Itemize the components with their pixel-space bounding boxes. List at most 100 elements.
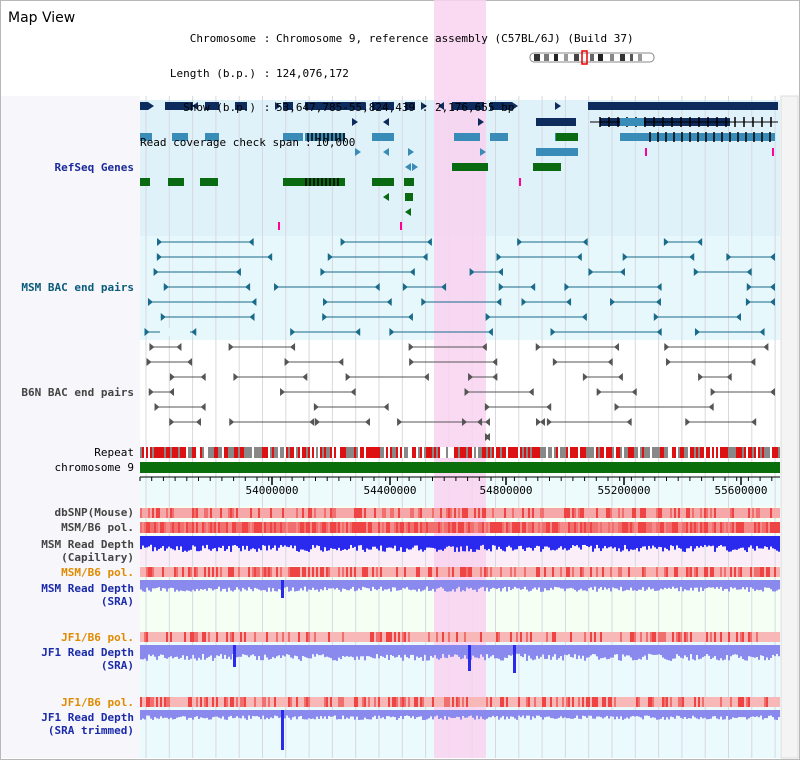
depth-bar [318, 710, 320, 719]
depth-bar [300, 536, 302, 550]
pol-cell [360, 567, 362, 577]
depth-bar [202, 536, 204, 546]
depth-bar [474, 645, 476, 658]
depth-bar [586, 580, 588, 592]
pol-cell [180, 508, 182, 518]
jf1-read-depth-sra-label[interactable]: JF1 Read Depth (SRA) [41, 646, 134, 672]
pol-cell [634, 508, 636, 518]
msm-b6-pol-label[interactable]: MSM/B6 pol. [61, 521, 134, 534]
depth-bar [286, 710, 288, 716]
pol-cell [460, 632, 462, 642]
pol-cell [236, 508, 238, 518]
depth-bar [386, 645, 388, 655]
pol-cell [568, 508, 570, 518]
depth-bar [620, 536, 622, 552]
depth-bar [260, 645, 262, 661]
msm-read-depth-sra-label[interactable]: MSM Read Depth (SRA) [41, 582, 134, 608]
bac-end [751, 418, 757, 426]
jf1-b6-pol-label[interactable]: JF1/B6 pol. [61, 631, 134, 644]
bac-end [485, 313, 491, 321]
pol-cell [272, 508, 274, 518]
pol-cell [542, 567, 544, 577]
pol-cell [344, 567, 346, 577]
pol-cell [358, 522, 360, 533]
depth-bar [450, 536, 452, 547]
depth-bar [462, 645, 464, 659]
depth-bar [158, 536, 160, 550]
pol-cell [666, 567, 668, 577]
msm-read-depth-capillary-label[interactable]: MSM Read Depth (Capillary) [41, 538, 134, 564]
depth-bar [482, 536, 484, 545]
depth-bar [412, 580, 414, 590]
repeat-block [290, 447, 292, 458]
depth-bar [692, 580, 694, 591]
depth-bar [410, 645, 412, 655]
pol-cell [416, 508, 418, 518]
dbsnp-label[interactable]: dbSNP(Mouse) [54, 506, 134, 519]
depth-bar [502, 580, 504, 589]
b6n-bac-end-pairs-label[interactable]: B6N BAC end pairs [21, 386, 134, 399]
depth-bar [640, 710, 642, 718]
depth-bar [556, 580, 558, 588]
pol-cell [148, 632, 150, 642]
repeat-block [716, 447, 718, 458]
pol-cell [730, 508, 732, 518]
gene-arrow [620, 102, 626, 110]
pol-cell [158, 632, 160, 642]
gene-feature [490, 102, 512, 110]
depth-bar [644, 710, 646, 716]
pol-cell [442, 567, 444, 577]
depth-bar [240, 645, 242, 657]
repeat-block [374, 447, 376, 458]
depth-bar [310, 536, 312, 550]
pol-cell [218, 697, 220, 707]
pol-cell [246, 697, 248, 707]
pol-cell [214, 567, 216, 577]
pol-cell [462, 632, 464, 642]
pol-cell [516, 697, 518, 707]
depth-bar [476, 536, 478, 550]
pol-cell [460, 508, 462, 518]
pol-cell [760, 567, 762, 577]
pol-cell [620, 632, 622, 642]
bac-end [656, 283, 662, 291]
pol-cell [744, 632, 746, 642]
pol-cell [454, 522, 456, 533]
jf1-b6-pol-2-label[interactable]: JF1/B6 pol. [61, 696, 134, 709]
msm-b6-pol-2-label[interactable]: MSM/B6 pol. [61, 566, 134, 579]
bac-end [322, 313, 328, 321]
msm-bac-end-pairs-label[interactable]: MSM BAC end pairs [21, 281, 134, 294]
depth-bar [248, 536, 250, 551]
depth-bar [422, 536, 424, 552]
depth-bar [506, 580, 508, 592]
depth-bar [502, 536, 504, 551]
depth-bar [736, 645, 738, 655]
depth-bar [580, 710, 582, 720]
repeat-block [168, 447, 170, 458]
depth-bar [402, 710, 404, 720]
depth-bar [542, 536, 544, 550]
gene-arrow [555, 163, 561, 171]
depth-bar [180, 580, 182, 591]
depth-bar [566, 710, 568, 719]
selected-region-highlight [434, 0, 486, 758]
pol-cell [736, 632, 738, 642]
depth-bar [682, 580, 684, 592]
pol-cell [614, 567, 616, 577]
pol-cell [446, 567, 448, 577]
pol-cell [712, 508, 714, 518]
bac-end [147, 298, 153, 306]
refseq-genes-label[interactable]: RefSeq Genes [54, 161, 134, 174]
pol-cell [252, 632, 254, 642]
pol-cell [502, 697, 504, 707]
jf1-read-depth-sra-trimmed-label[interactable]: JF1 Read Depth (SRA trimmed) [41, 711, 134, 737]
pol-cell [146, 632, 148, 642]
pol-cell [282, 508, 284, 518]
pol-cell [572, 508, 574, 518]
pol-cell [540, 522, 542, 533]
depth-bar [346, 710, 348, 718]
pol-cell [478, 632, 480, 642]
depth-bar [276, 580, 278, 592]
pol-cell [704, 508, 706, 518]
